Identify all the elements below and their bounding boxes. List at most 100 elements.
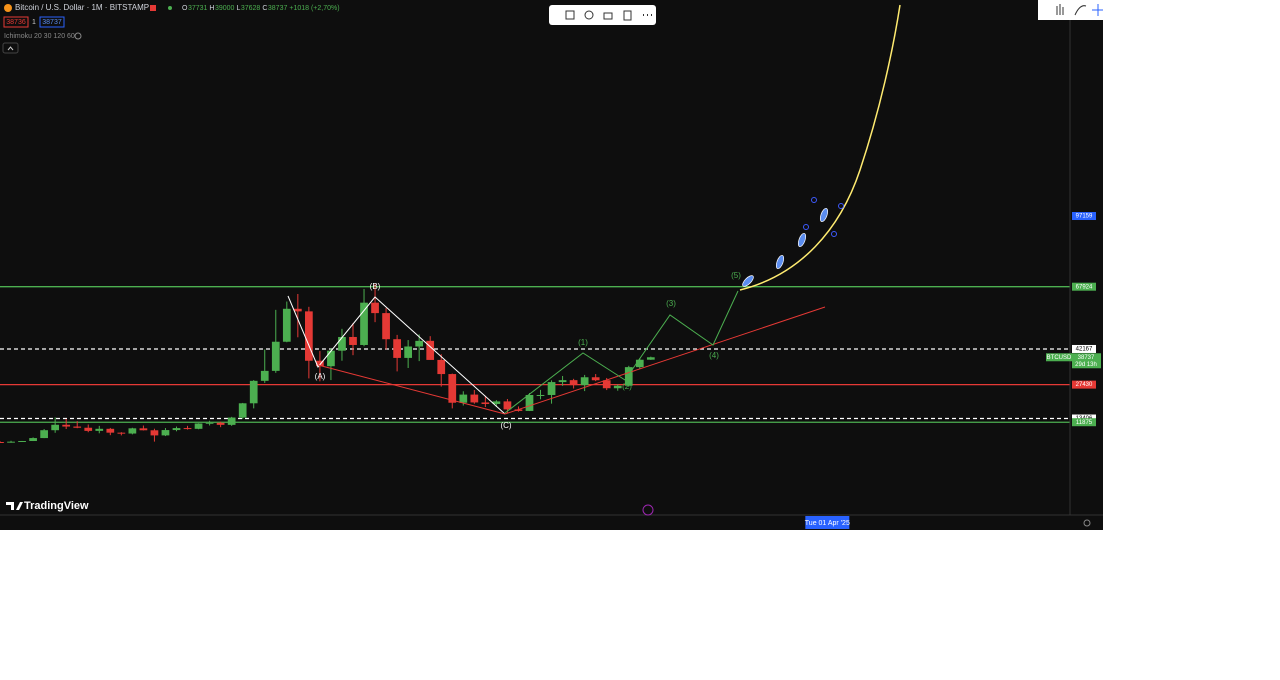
wave-label: (5) [731,271,741,280]
candle-body [349,336,357,345]
price-tag-label: 42167 [1076,347,1093,353]
template-icon[interactable] [565,10,575,20]
candle-body [62,424,71,427]
delete-icon[interactable] [623,10,632,21]
candle-body [415,340,424,347]
ohlc-key: H [209,5,214,12]
coin-icon [4,4,12,12]
candle-body [580,377,589,386]
change-value: +1018 (+2,70%) [289,5,339,12]
candle-body [293,308,302,312]
last-price-tag [1072,353,1101,369]
flag-icon[interactable] [150,5,156,11]
sell-button[interactable] [3,16,29,28]
candle-body [371,302,379,314]
candle-body [525,395,534,411]
candle-body [481,402,490,404]
wave-label: (B) [370,282,381,291]
status-dot [168,6,172,10]
ohlc-value: 39000 [215,5,235,12]
candle-body [161,430,170,436]
candle-body [117,432,126,434]
draw-icon[interactable] [1074,5,1087,16]
wave-label: (4) [709,351,719,360]
candle-body [150,430,159,436]
bars-icon[interactable] [1056,4,1064,15]
ohlc-value: 37628 [241,5,261,12]
visibility-icon[interactable] [74,32,82,40]
price-tag-label: 67924 [1076,284,1093,290]
brand: TradingView [6,500,89,512]
last-price-label: 38737 [1078,355,1095,361]
candle-body [260,370,269,381]
indicator-label: Ichimoku 20 30 120 60 [4,33,75,40]
candle-body [646,357,655,360]
projection-curve [739,4,901,291]
top-right-icons [1056,4,1103,16]
candle-body [602,380,611,389]
candle-body [183,428,192,430]
rockets [742,207,829,287]
candle-body [106,428,115,433]
candle-body [194,423,203,429]
crosshair-price-tag [1072,212,1096,221]
wave-label: (3) [666,299,676,308]
candle-body [95,428,104,431]
candle-body [40,430,48,439]
crosshair-price-label: 97159 [1076,214,1093,220]
price-axis [1070,0,1103,530]
candle-body [569,380,578,386]
candle-body [205,422,214,424]
candle-body [172,428,181,431]
candle-body [327,350,335,367]
buy-button[interactable] [39,16,65,28]
candle-body [360,302,368,345]
candle-body [216,422,225,425]
candle-body [448,374,457,403]
crosshair-time-tag [805,516,850,529]
price-tag [1072,282,1096,291]
chart: (A) (B) (C) (1) (2) (3) (4) (5) 67924 421… [0,0,1103,530]
countdown-label: 29d 13h [1075,362,1097,368]
ohlc-key: O [182,5,188,12]
ohlc-value: 37731 [188,5,208,12]
candle-body [404,346,413,358]
candle-body [84,427,93,431]
candle-body [635,359,644,368]
lock-icon[interactable] [603,12,613,20]
price-tag [1072,418,1096,427]
candle-body [18,441,26,443]
candle-body [492,401,501,404]
crosshair-icon[interactable] [1092,4,1103,16]
sell-price: 38736 [6,19,26,26]
collapse-button[interactable] [2,42,19,54]
price-tag-label: 11875 [1076,420,1093,426]
drawing-toolbar [549,5,656,25]
candle-body [459,394,468,403]
quantity: 1 [32,19,36,26]
candle-body [624,367,633,386]
candle-body [316,360,324,367]
candle-body [128,428,137,434]
brand-name: TradingView [24,500,89,512]
top-right-toolbar [1038,0,1103,20]
drawings [287,4,901,415]
candle-body [536,394,545,396]
candle-body [558,380,567,383]
toolbar-icons [565,10,652,21]
wave-lines [504,290,739,414]
candle-body [470,394,479,403]
wave-label: (1) [578,338,588,347]
symbol-tag [1046,353,1072,362]
candle-body [7,441,15,443]
settings-icon[interactable] [1083,519,1091,527]
event-icon[interactable] [642,504,654,516]
candle-body [591,377,600,381]
candle-body [613,385,622,389]
symbol-title: Bitcoin / U.S. Dollar · 1M · BITSTAMP [15,3,149,12]
candle-body [73,426,82,428]
settings-tool-icon[interactable] [584,10,594,20]
wave-label: (C) [500,421,511,430]
candle-body [305,311,313,361]
candle-body [514,409,523,411]
